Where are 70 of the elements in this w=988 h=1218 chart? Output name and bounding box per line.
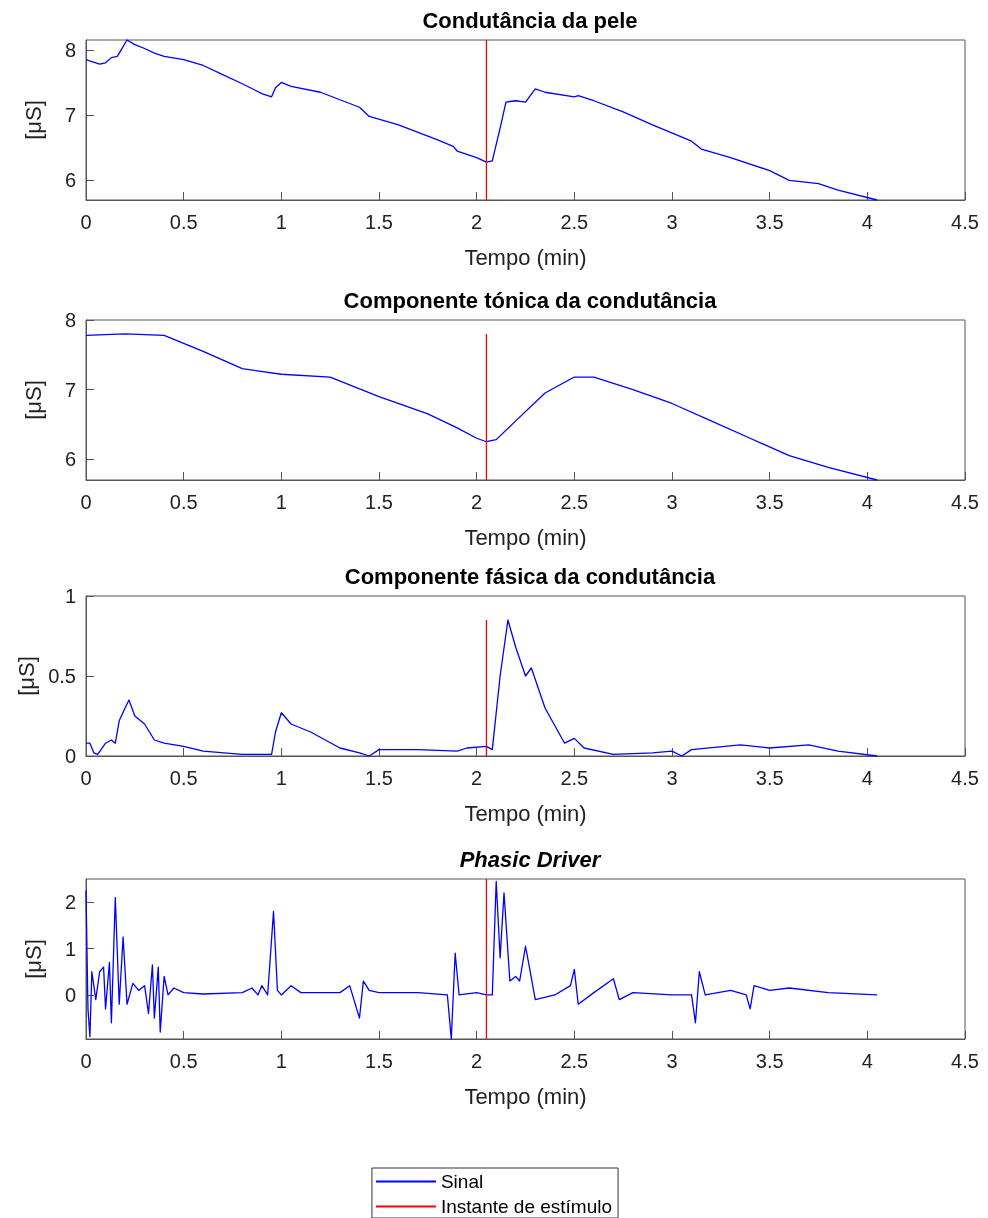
x-tick-label: 1.5 [365,491,393,513]
chart-title: Componente fásica da condutância [344,563,716,589]
line-series [85,880,878,1040]
x-tick-label: 2 [471,211,483,233]
x-tick-label: 4 [861,211,873,233]
x-axis-title: Tempo (min) [464,1083,587,1109]
y-tick-label: 0 [64,983,76,1006]
x-tick-label: 3.5 [755,767,784,789]
x-tick-label: 3 [666,767,678,789]
x-tick-label: 4.5 [951,1050,979,1072]
x-tick-label: 3 [666,211,678,233]
y-tick-label: 8 [64,38,76,61]
y-tick-label: 1 [64,937,76,960]
x-tick-label: 4 [861,491,873,513]
chart-title: Phasic Driver [459,846,602,872]
x-tick-label: 0.5 [169,767,198,789]
x-tick-label: 4.5 [951,211,979,233]
x-tick-label: 3 [666,491,678,513]
x-axis-title: Tempo (min) [464,524,587,550]
y-tick-label: 7 [64,104,76,127]
y-axis-title: [μS] [13,656,39,696]
x-tick-label: 4.5 [951,767,979,789]
y-axis-title: [μS] [20,939,46,979]
line-series [85,39,878,201]
x-tick-label: 0.5 [169,211,198,233]
y-tick-label: 6 [64,169,76,192]
y-tick-label: 8 [64,309,76,331]
x-tick-label: 3.5 [755,1050,784,1072]
x-tick-label: 0 [80,211,92,233]
x-tick-label: 4 [861,767,873,789]
x-tick-label: 1.5 [365,767,393,789]
chart-title: Componente tónica da condutância [343,287,718,313]
x-tick-label: 0 [80,491,92,513]
x-tick-label: 1 [275,211,287,233]
y-tick-label: 6 [64,448,76,471]
legend-label: Sinal [440,1171,484,1192]
x-tick-label: 0 [80,1050,92,1072]
x-tick-label: 0.5 [169,1050,198,1072]
x-tick-label: 2.5 [560,1050,589,1072]
y-tick-label: 7 [64,378,76,401]
x-tick-label: 1 [275,491,287,513]
y-tick-label: 0.5 [48,665,76,687]
x-axis-title: Tempo (min) [464,800,587,826]
x-tick-label: 1 [275,767,287,789]
x-tick-label: 0.5 [169,491,198,513]
x-tick-label: 2.5 [560,491,589,513]
x-tick-label: 2.5 [560,767,589,789]
x-tick-label: 3.5 [755,491,784,513]
x-tick-label: 4 [861,1050,873,1072]
chart-title: Condutância da pele [422,7,638,33]
y-axis-title: [μS] [20,100,46,140]
y-tick-label: 2 [64,891,76,914]
x-axis-title: Tempo (min) [464,244,587,270]
x-tick-label: 2.5 [560,211,589,233]
y-tick-label: 0 [64,745,76,767]
y-axis-title: [μS] [20,380,46,420]
line-series [85,333,878,481]
x-tick-label: 3.5 [755,211,784,233]
x-tick-label: 4.5 [951,491,979,513]
x-tick-label: 1.5 [365,1050,393,1072]
legend-label: Instante de estímulo [440,1196,613,1217]
line-series [85,619,878,757]
x-tick-label: 2 [471,767,483,789]
x-tick-label: 2 [471,491,483,513]
x-tick-label: 0 [80,767,92,789]
x-tick-label: 3 [666,1050,678,1072]
x-tick-label: 1 [275,1050,287,1072]
x-tick-label: 2 [471,1050,483,1072]
y-tick-label: 1 [64,585,76,607]
x-tick-label: 1.5 [365,211,393,233]
